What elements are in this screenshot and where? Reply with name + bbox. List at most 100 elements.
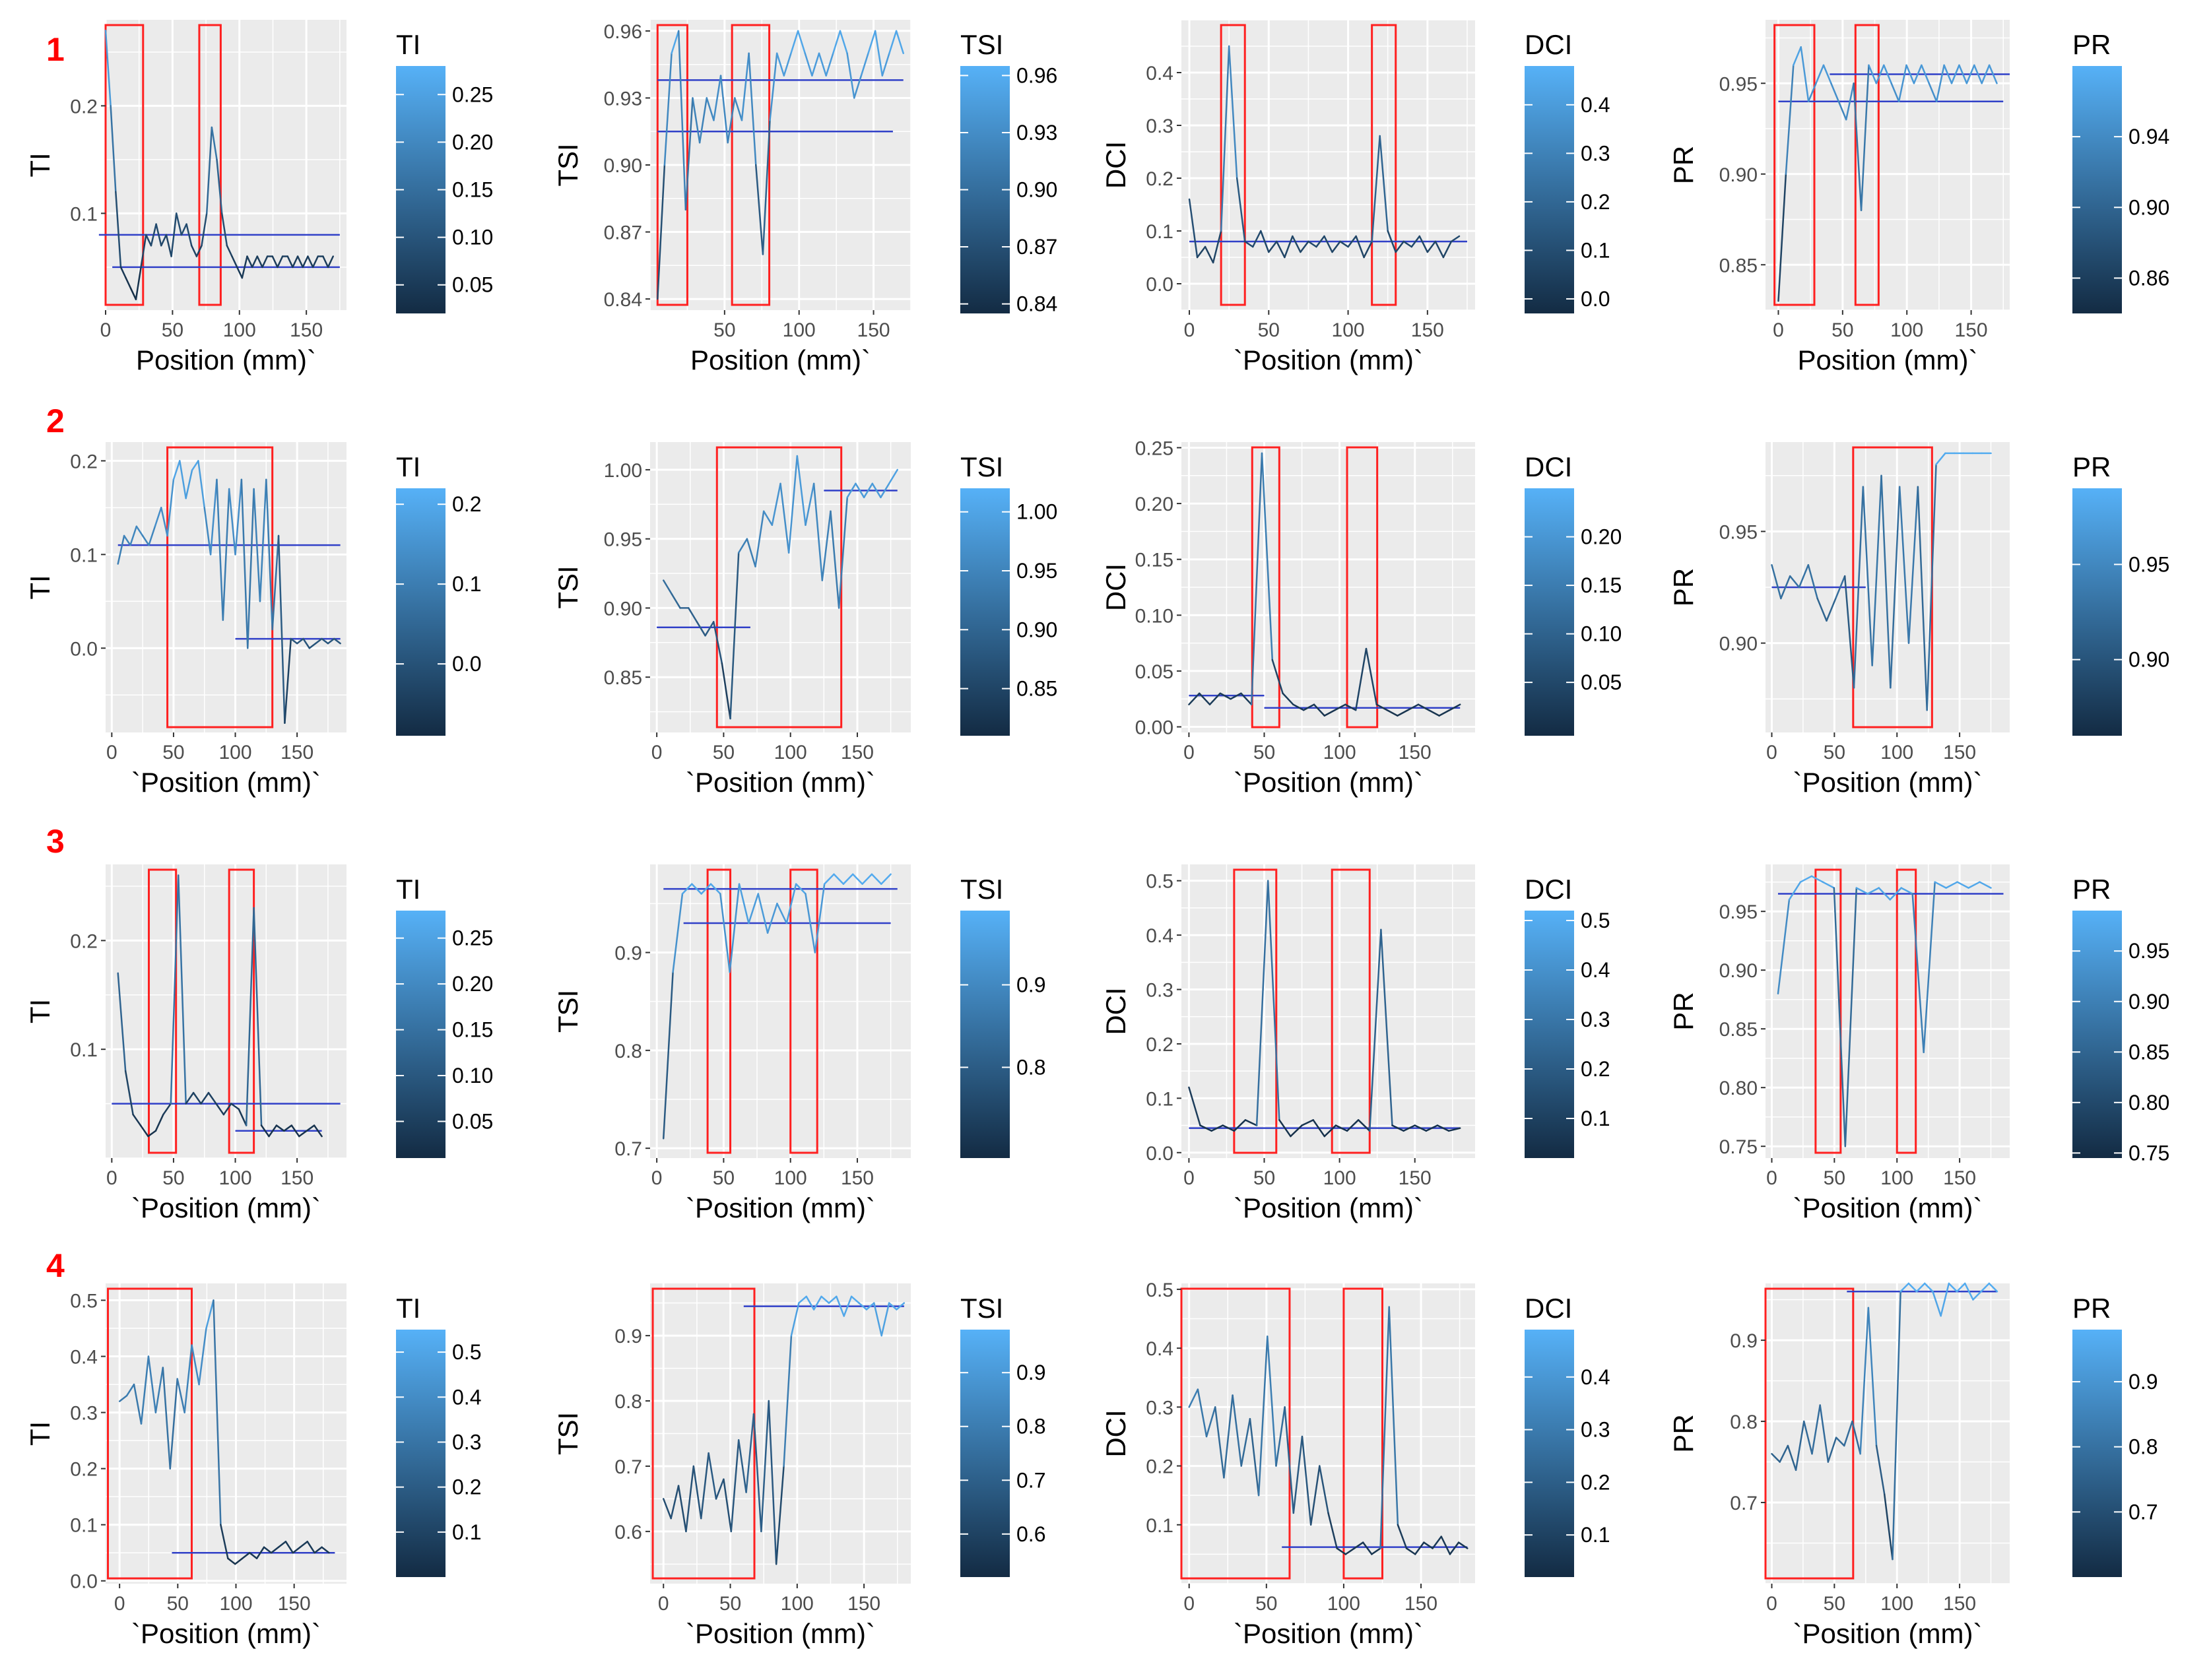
legend-colorbar <box>396 488 446 736</box>
data-line-segment <box>302 255 309 269</box>
data-line-segment <box>241 255 248 279</box>
legend-colorbar <box>1525 66 1574 313</box>
highlight-box <box>1220 24 1246 306</box>
data-line-segment <box>139 1124 149 1138</box>
x-tick-label: 50 <box>1258 319 1280 341</box>
y-axis-label: TI <box>24 575 55 599</box>
data-line-segment <box>1816 597 1828 622</box>
data-line-segment <box>292 1546 302 1554</box>
data-line-segment <box>1892 1291 1901 1561</box>
legend-tick-label: 0.1 <box>452 572 481 596</box>
data-line-segment <box>1934 881 1947 889</box>
legend-tick-label: 0.75 <box>2128 1141 2169 1165</box>
data-line-segment <box>1935 64 1945 102</box>
data-line-segment <box>238 1108 248 1126</box>
x-tick-label: 100 <box>774 1167 807 1189</box>
data-line-segment <box>1278 1119 1292 1138</box>
legend-tick-label: 0.0 <box>1581 287 1610 311</box>
data-line-segment <box>1956 881 1969 889</box>
data-line-segment <box>663 579 673 595</box>
data-line-segment <box>327 637 335 645</box>
x-tick-label: 150 <box>1943 1167 1976 1189</box>
x-tick-label: 150 <box>278 1593 311 1615</box>
data-line-segment <box>133 1383 143 1425</box>
data-line-segment <box>1375 703 1388 711</box>
data-line-segment <box>117 972 127 1072</box>
legend-colorbar <box>1525 1330 1574 1577</box>
data-line-segment <box>277 534 286 725</box>
legend-tick-label: 0.2 <box>1581 1470 1610 1494</box>
legend-tick-label: 1.00 <box>1016 500 1057 524</box>
plot-background <box>1766 864 2010 1158</box>
x-tick-label: 0 <box>1773 319 1784 341</box>
data-line-segment <box>260 1124 270 1138</box>
x-tick-label: 50 <box>162 1167 184 1189</box>
highlight-box <box>1896 868 1917 1154</box>
data-line-segment <box>175 212 183 236</box>
data-line-segment <box>1344 703 1357 711</box>
data-line-segment <box>1335 1124 1348 1132</box>
data-line-segment <box>1822 64 1832 84</box>
highlight-box <box>104 24 145 306</box>
data-line-segment <box>1875 1444 1886 1495</box>
data-line-segment <box>880 873 892 885</box>
data-line-segment <box>292 255 299 269</box>
y-tick-label: 0.9 <box>614 1326 642 1347</box>
data-line-segment <box>259 478 267 602</box>
y-tick-label: 0.00 <box>1135 717 1173 739</box>
data-line-segment <box>215 1103 225 1116</box>
data-line-segment <box>825 52 834 77</box>
x-tick-label: 150 <box>1955 319 1988 341</box>
data-line-segment <box>1397 709 1409 717</box>
highlight-box <box>1331 868 1371 1154</box>
y-axis-label: TI <box>24 152 55 177</box>
data-line-segment <box>888 1302 898 1310</box>
data-line-segment <box>130 288 137 300</box>
data-line-segment <box>700 883 712 895</box>
legend-tick-label: 0.1 <box>1581 238 1610 262</box>
data-line-segment <box>290 637 298 645</box>
legend-tick-label: 0.6 <box>1016 1522 1045 1546</box>
data-line-segment <box>1388 1306 1399 1526</box>
data-line-segment <box>1827 1437 1837 1463</box>
data-line-segment <box>1331 240 1341 253</box>
data-line-segment <box>1339 240 1349 248</box>
data-line-segment <box>1980 1282 1991 1293</box>
x-tick-label: 50 <box>1253 1167 1275 1189</box>
x-tick-label: 150 <box>1411 319 1444 341</box>
x-tick-label: 150 <box>280 1167 314 1189</box>
data-line-segment <box>1899 1282 1910 1293</box>
data-line-segment <box>195 244 203 257</box>
data-line-segment <box>1391 1124 1404 1132</box>
data-line-segment <box>1327 1512 1338 1549</box>
data-line-segment <box>812 482 824 581</box>
y-tick-label: 0.4 <box>1146 63 1173 84</box>
data-line-segment <box>842 873 854 885</box>
data-line-segment <box>727 97 736 144</box>
data-line-segment <box>839 30 848 55</box>
legend-tick-label: 0.5 <box>452 1340 481 1364</box>
data-line-segment <box>1988 1282 1998 1293</box>
data-line-segment <box>790 30 799 55</box>
x-tick-label: 0 <box>1183 1593 1195 1615</box>
data-line-segment <box>1905 64 1915 84</box>
data-line-segment <box>1803 1420 1813 1455</box>
data-line-segment <box>183 1344 193 1413</box>
highlight-box <box>148 868 178 1154</box>
data-line-segment <box>222 1103 232 1116</box>
y-axis-label: PR <box>1668 146 1699 184</box>
highlight-box <box>706 868 732 1154</box>
data-line-segment <box>263 1546 273 1554</box>
data-line-segment <box>247 488 255 649</box>
x-tick-label: 50 <box>1255 1593 1277 1615</box>
data-line-segment <box>755 164 764 255</box>
data-line-segment <box>737 538 748 554</box>
data-line-segment <box>191 460 199 471</box>
y-tick-label: 0.25 <box>1135 437 1173 459</box>
data-line-segment <box>231 255 238 269</box>
legend-tick-label: 0.2 <box>1581 190 1610 214</box>
data-line-segment <box>253 907 263 1126</box>
data-line-segment <box>1228 45 1238 179</box>
data-line-segment <box>154 1367 164 1413</box>
data-line-segment <box>1379 1306 1390 1549</box>
